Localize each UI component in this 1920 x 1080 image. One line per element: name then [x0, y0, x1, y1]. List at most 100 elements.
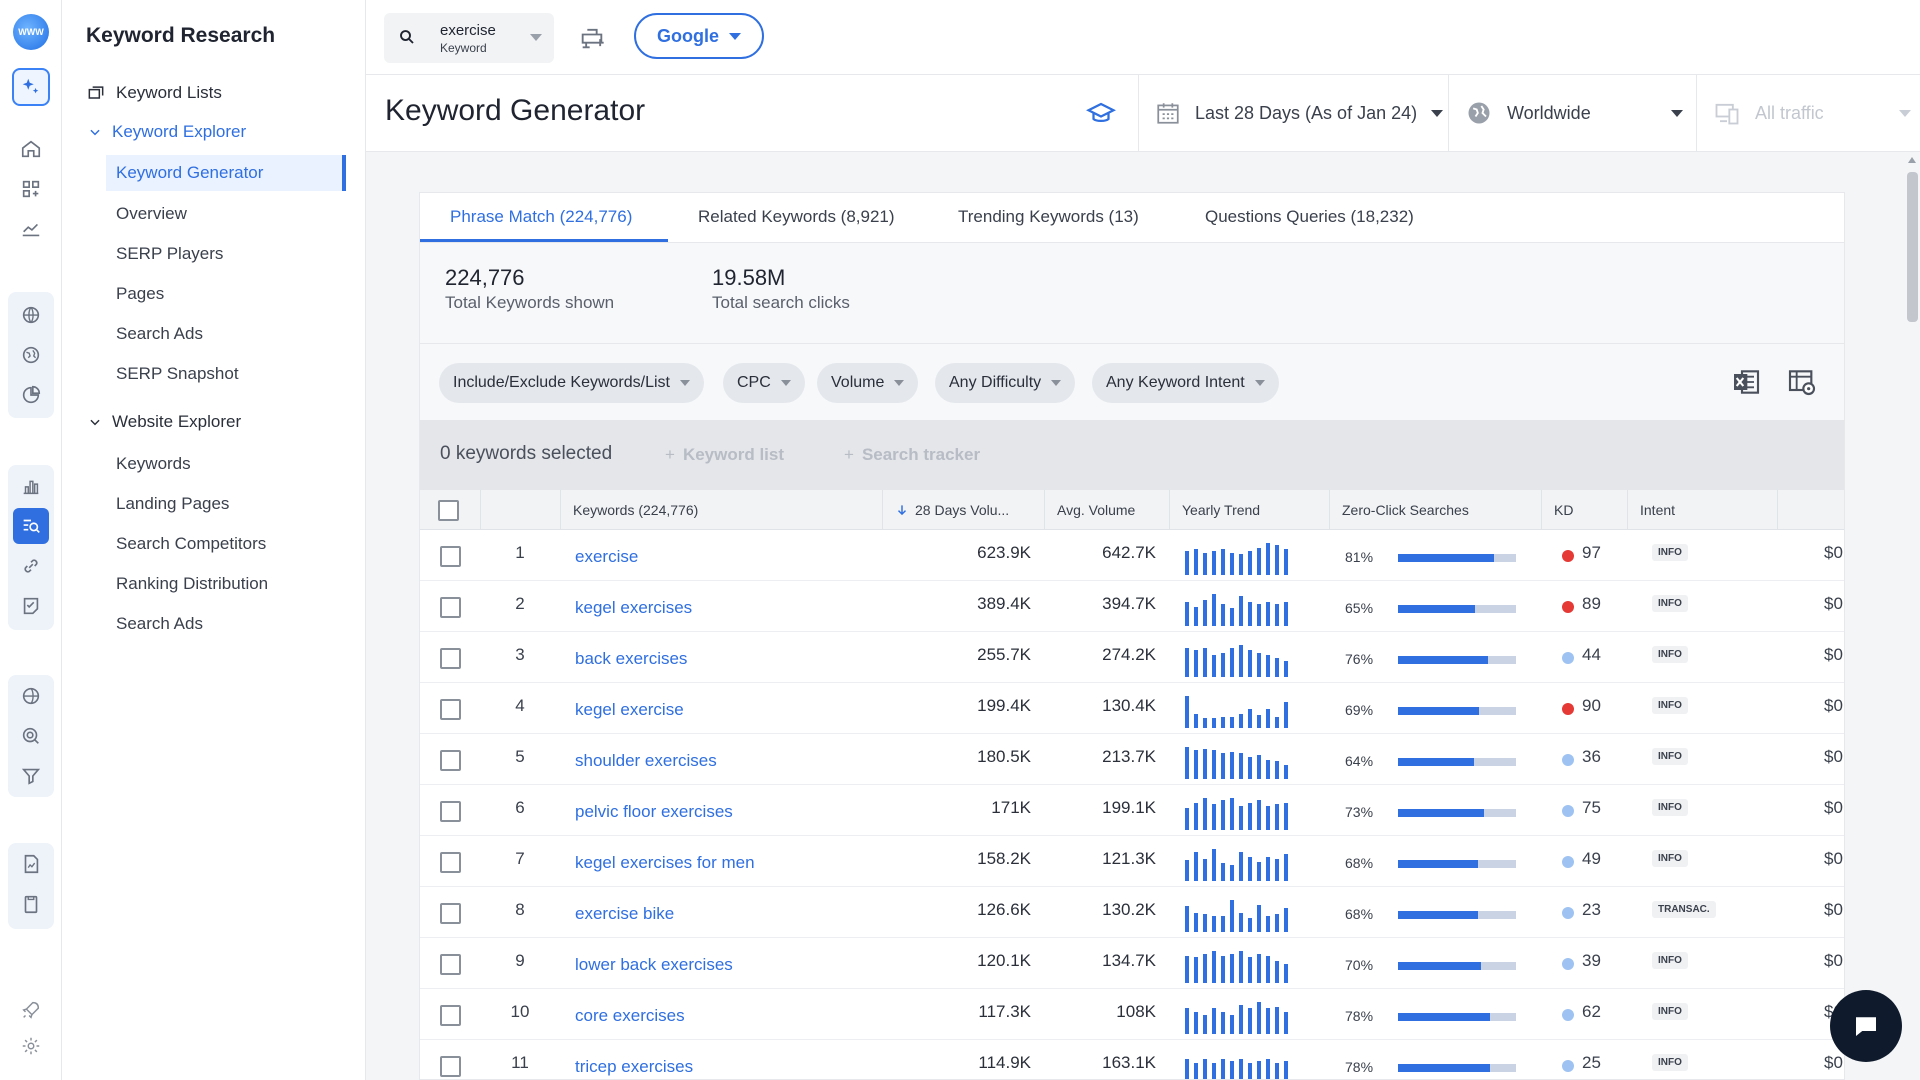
- tab-phrase-match[interactable]: Phrase Match (224,776): [450, 207, 633, 226]
- page-scrollbar[interactable]: [1904, 152, 1920, 1080]
- keyword-link[interactable]: shoulder exercises: [575, 751, 717, 770]
- keyword-link[interactable]: kegel exercises for men: [575, 853, 755, 872]
- world-map-icon[interactable]: [13, 337, 49, 373]
- clipboard-icon[interactable]: [13, 886, 49, 922]
- intent-badge: TRANSAC.: [1652, 901, 1716, 918]
- cpc-value: $0: [1824, 594, 1843, 613]
- tab-trending-keywords[interactable]: Trending Keywords (13): [958, 207, 1139, 226]
- globe-search-icon[interactable]: [13, 678, 49, 714]
- row-checkbox[interactable]: [440, 1056, 461, 1077]
- bar-chart-icon[interactable]: [13, 468, 49, 504]
- sidebar-item-serp-players[interactable]: SERP Players: [116, 244, 224, 263]
- scrollbar-thumb[interactable]: [1907, 172, 1918, 322]
- settings-gear-icon[interactable]: [13, 1028, 49, 1064]
- header-keywords[interactable]: Keywords (224,776): [560, 490, 882, 530]
- filter-icon[interactable]: [13, 758, 49, 794]
- tab-related-keywords[interactable]: Related Keywords (8,921): [698, 207, 895, 226]
- row-checkbox[interactable]: [440, 954, 461, 975]
- sidebar-item-search-ads[interactable]: Search Ads: [116, 324, 203, 343]
- search-target-icon[interactable]: [13, 718, 49, 754]
- filter-volume[interactable]: Volume: [817, 363, 919, 403]
- table-row: 9 lower back exercises 120.1K 134.7K 70% 39 IN…: [420, 938, 1844, 989]
- keyword-link[interactable]: lower back exercises: [575, 955, 733, 974]
- header-cpc[interactable]: [1777, 490, 1844, 530]
- kd-value: 89: [1582, 594, 1601, 613]
- dashboard-icon[interactable]: [13, 171, 49, 207]
- ai-sparkle-icon[interactable]: [12, 68, 50, 106]
- header-zero-click[interactable]: Zero-Click Searches: [1329, 490, 1541, 530]
- cpc-value: $0: [1824, 900, 1843, 919]
- keyword-link[interactable]: pelvic floor exercises: [575, 802, 733, 821]
- report-icon[interactable]: [13, 846, 49, 882]
- excel-export-icon[interactable]: [1730, 366, 1762, 398]
- keyword-link[interactable]: tricep exercises: [575, 1057, 694, 1076]
- column-settings-icon[interactable]: [1786, 366, 1818, 398]
- zero-click-bar-fill: [1398, 809, 1484, 817]
- filter-difficulty[interactable]: Any Difficulty: [935, 363, 1076, 403]
- row-checkbox[interactable]: [440, 597, 461, 618]
- results-card: Phrase Match (224,776) Related Keywords …: [419, 192, 1845, 1080]
- header-avg-volume[interactable]: Avg. Volume: [1044, 490, 1169, 530]
- globe-icon[interactable]: [13, 297, 49, 333]
- header-volume[interactable]: 28 Days Volu...: [882, 490, 1044, 530]
- sidebar-section-keyword-explorer[interactable]: Keyword Explorer: [88, 122, 246, 142]
- keyword-link[interactable]: exercise: [575, 547, 639, 566]
- sidebar-item-keyword-generator[interactable]: Keyword Generator: [106, 155, 346, 191]
- header-intent[interactable]: Intent: [1627, 490, 1777, 530]
- tab-questions-queries[interactable]: Questions Queries (18,232): [1205, 207, 1414, 226]
- row-checkbox[interactable]: [440, 903, 461, 924]
- sidebar-item-overview[interactable]: Overview: [116, 204, 187, 223]
- trend-bar: [1212, 718, 1216, 728]
- keyword-link[interactable]: kegel exercise: [575, 700, 684, 719]
- trend-bar: [1284, 964, 1288, 983]
- sidebar-item-keyword-lists[interactable]: Keyword Lists: [86, 83, 222, 103]
- zero-click-percent: 73%: [1345, 804, 1374, 820]
- row-checkbox[interactable]: [440, 750, 461, 771]
- compare-icon[interactable]: [578, 24, 606, 52]
- filter-cpc[interactable]: CPC: [723, 363, 805, 403]
- add-search-tracker-button[interactable]: + Search tracker: [844, 445, 980, 465]
- filter-include-exclude[interactable]: Include/Exclude Keywords/List: [439, 363, 704, 403]
- link-icon[interactable]: [13, 548, 49, 584]
- trend-line-icon[interactable]: [13, 211, 49, 247]
- row-checkbox[interactable]: [440, 801, 461, 822]
- location-dropdown[interactable]: Worldwide: [1448, 75, 1696, 151]
- audit-icon[interactable]: [13, 588, 49, 624]
- keyword-link[interactable]: core exercises: [575, 1006, 685, 1025]
- pie-chart-icon[interactable]: [13, 377, 49, 413]
- add-keyword-list-button[interactable]: + Keyword list: [665, 445, 784, 465]
- header-select-all[interactable]: [420, 490, 480, 530]
- sidebar-item-landing-pages[interactable]: Landing Pages: [116, 494, 230, 513]
- date-range-dropdown[interactable]: Last 28 Days (As of Jan 24): [1138, 75, 1448, 151]
- app-logo[interactable]: WWW: [13, 14, 49, 50]
- sidebar-item-keywords[interactable]: Keywords: [116, 454, 191, 473]
- chat-support-button[interactable]: [1830, 990, 1902, 1062]
- home-icon[interactable]: [13, 131, 49, 167]
- row-checkbox[interactable]: [440, 699, 461, 720]
- row-checkbox[interactable]: [440, 546, 461, 567]
- traffic-dropdown[interactable]: All traffic: [1696, 75, 1920, 151]
- keyword-selector[interactable]: exercise Keyword: [384, 13, 554, 63]
- row-checkbox[interactable]: [440, 852, 461, 873]
- row-index: 8: [515, 900, 525, 919]
- row-checkbox[interactable]: [440, 648, 461, 669]
- academy-cap-icon[interactable]: [1086, 99, 1116, 129]
- scroll-up-arrow-icon[interactable]: [1908, 157, 1916, 163]
- header-kd[interactable]: KD: [1541, 490, 1627, 530]
- keyword-link[interactable]: kegel exercises: [575, 598, 693, 617]
- sidebar-item-search-competitors[interactable]: Search Competitors: [116, 534, 267, 553]
- intent-badge: INFO: [1652, 799, 1688, 816]
- keyword-link[interactable]: back exercises: [575, 649, 688, 668]
- search-engine-dropdown[interactable]: Google: [634, 13, 764, 59]
- filter-keyword-intent[interactable]: Any Keyword Intent: [1092, 363, 1279, 403]
- sidebar-item-ranking-distribution[interactable]: Ranking Distribution: [116, 574, 269, 593]
- keyword-link[interactable]: exercise bike: [575, 904, 675, 923]
- row-checkbox[interactable]: [440, 1005, 461, 1026]
- rocket-icon[interactable]: [13, 992, 49, 1028]
- trend-bar: [1248, 957, 1252, 983]
- sidebar-item-serp-snapshot[interactable]: SERP Snapshot: [116, 364, 239, 383]
- sidebar-item-website-search-ads[interactable]: Search Ads: [116, 614, 203, 633]
- sidebar-section-website-explorer[interactable]: Website Explorer: [88, 412, 241, 432]
- sidebar-item-pages[interactable]: Pages: [116, 284, 165, 303]
- keyword-research-icon[interactable]: [13, 508, 49, 544]
